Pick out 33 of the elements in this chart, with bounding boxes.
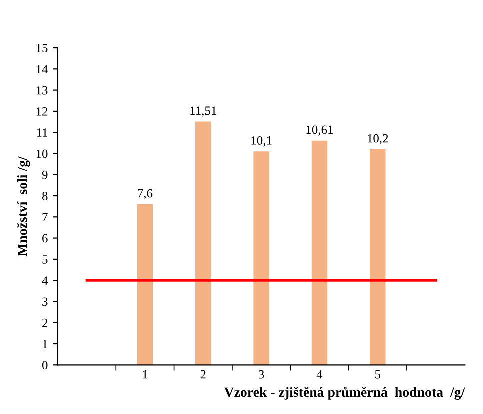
y-tick-label: 0 bbox=[42, 361, 48, 370]
data-label: 10,1 bbox=[252, 136, 272, 147]
y-tick-label: 12 bbox=[36, 108, 48, 116]
y-tick-label: 3 bbox=[42, 298, 48, 306]
x-tick-label: 2 bbox=[200, 370, 206, 379]
bar bbox=[312, 140, 328, 366]
x-tick-label: 3 bbox=[259, 370, 264, 379]
data-label: 11,51 bbox=[190, 106, 216, 117]
bar bbox=[370, 150, 386, 366]
y-tick-label: 11 bbox=[37, 128, 48, 137]
y-tick-label: 6 bbox=[42, 234, 48, 243]
y-tick-label: 5 bbox=[42, 256, 48, 264]
data-label: 10,2 bbox=[368, 134, 388, 145]
y-tick-label: 14 bbox=[36, 65, 48, 74]
x-axis-title: Vzorek - zjištěná průměrná hodnota /g/ bbox=[224, 386, 466, 400]
bar bbox=[137, 204, 154, 366]
y-axis-title: Množství soli /g/ bbox=[17, 156, 30, 256]
y-tick-label: 15 bbox=[36, 44, 48, 52]
y-tick-label: 1 bbox=[43, 340, 48, 348]
y-tick-label: 2 bbox=[42, 318, 48, 328]
data-label: 7,6 bbox=[138, 189, 153, 200]
y-tick-label: 4 bbox=[42, 276, 48, 285]
x-tick-label: 5 bbox=[375, 370, 381, 379]
bar bbox=[196, 122, 212, 366]
y-tick-label: 9 bbox=[42, 170, 48, 180]
data-label: 10,61 bbox=[306, 126, 334, 136]
y-tick-label: 10 bbox=[36, 150, 48, 158]
x-tick-label: 4 bbox=[316, 370, 323, 379]
x-tick-label: 1 bbox=[143, 370, 148, 379]
bar bbox=[254, 152, 270, 366]
y-tick-label: 8 bbox=[42, 192, 48, 200]
y-tick-label: 7 bbox=[42, 213, 48, 222]
y-tick-label: 13 bbox=[36, 86, 48, 95]
